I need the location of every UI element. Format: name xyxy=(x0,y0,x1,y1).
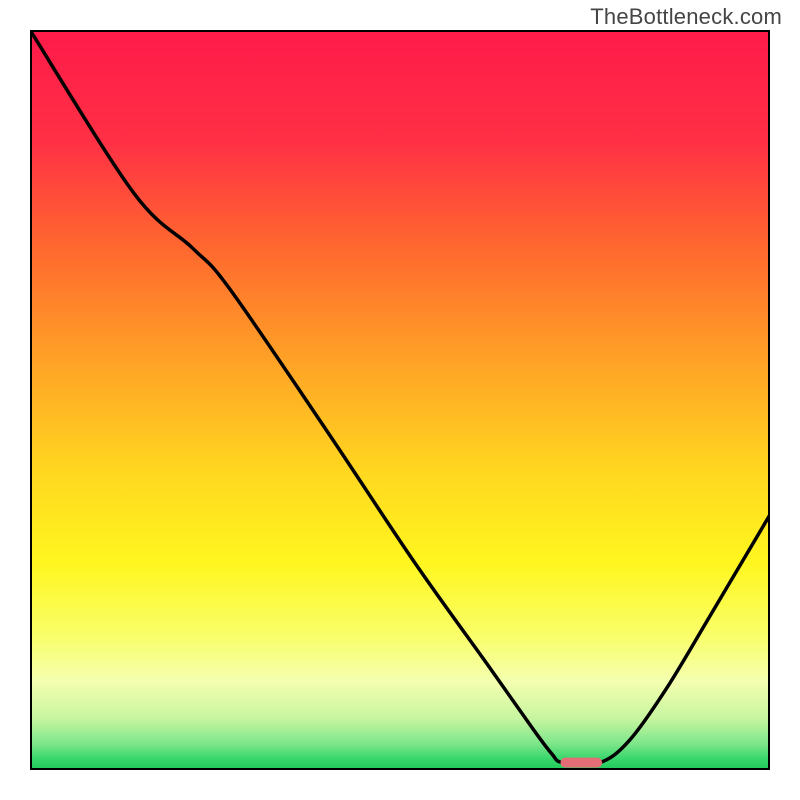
plot-svg xyxy=(30,30,770,770)
minimum-marker xyxy=(561,758,602,767)
background-gradient xyxy=(30,30,770,770)
chart-container: TheBottleneck.com xyxy=(0,0,800,800)
watermark-text: TheBottleneck.com xyxy=(590,4,782,30)
plot-area xyxy=(30,30,770,770)
